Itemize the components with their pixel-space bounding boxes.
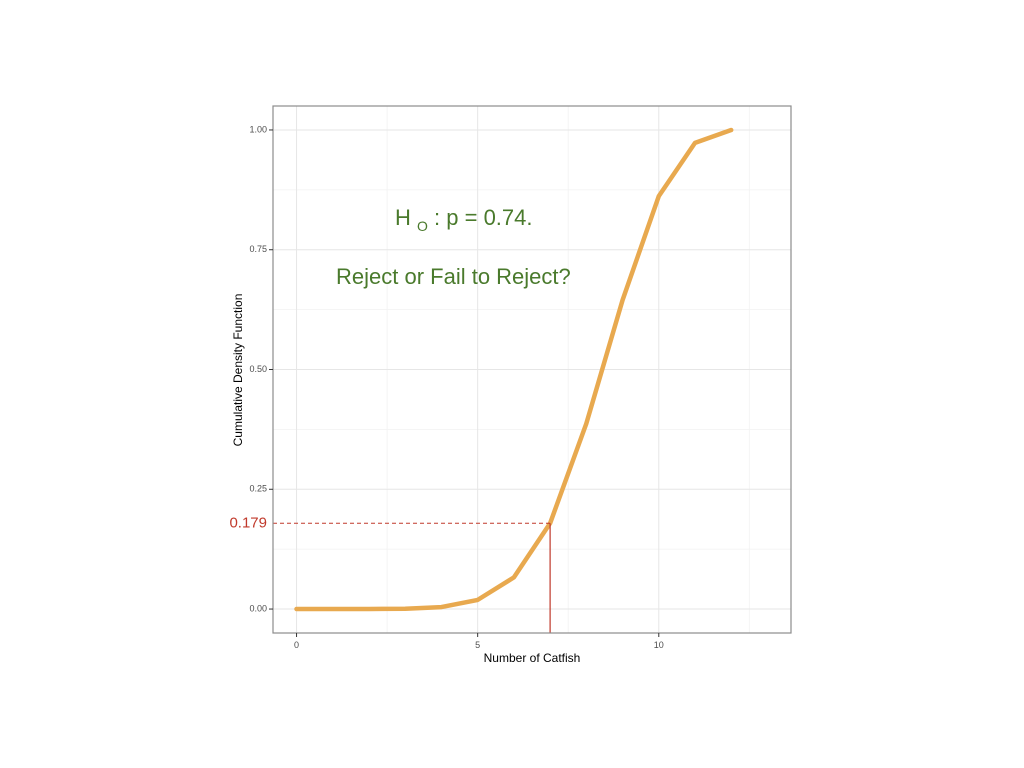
reference-value-label: 0.179	[229, 514, 267, 531]
x-axis-ticks: 0 5 10	[294, 633, 664, 650]
hypothesis-statement: : p = 0.74.	[434, 205, 532, 230]
hypothesis-h: H	[395, 205, 411, 230]
x-axis-title: Number of Catfish	[484, 651, 581, 665]
x-tick-label: 10	[654, 640, 664, 650]
x-tick-label: 5	[475, 640, 480, 650]
y-tick-label: 0.50	[249, 364, 267, 374]
y-tick-label: 0.25	[249, 484, 267, 494]
hypothesis-subscript: O	[417, 218, 428, 234]
y-tick-label: 0.75	[249, 244, 267, 254]
y-tick-label: 0.00	[249, 603, 267, 613]
y-axis-title: Cumulative Density Function	[231, 294, 245, 447]
cdf-line	[294, 127, 734, 612]
y-axis-ticks: 0.00 0.25 0.50 0.75 1.00	[249, 124, 273, 613]
x-tick-label: 0	[294, 640, 299, 650]
hypothesis-annotation: H O : p = 0.74.	[395, 205, 533, 236]
question-annotation: Reject or Fail to Reject?	[336, 264, 571, 289]
y-tick-label: 1.00	[249, 124, 267, 134]
